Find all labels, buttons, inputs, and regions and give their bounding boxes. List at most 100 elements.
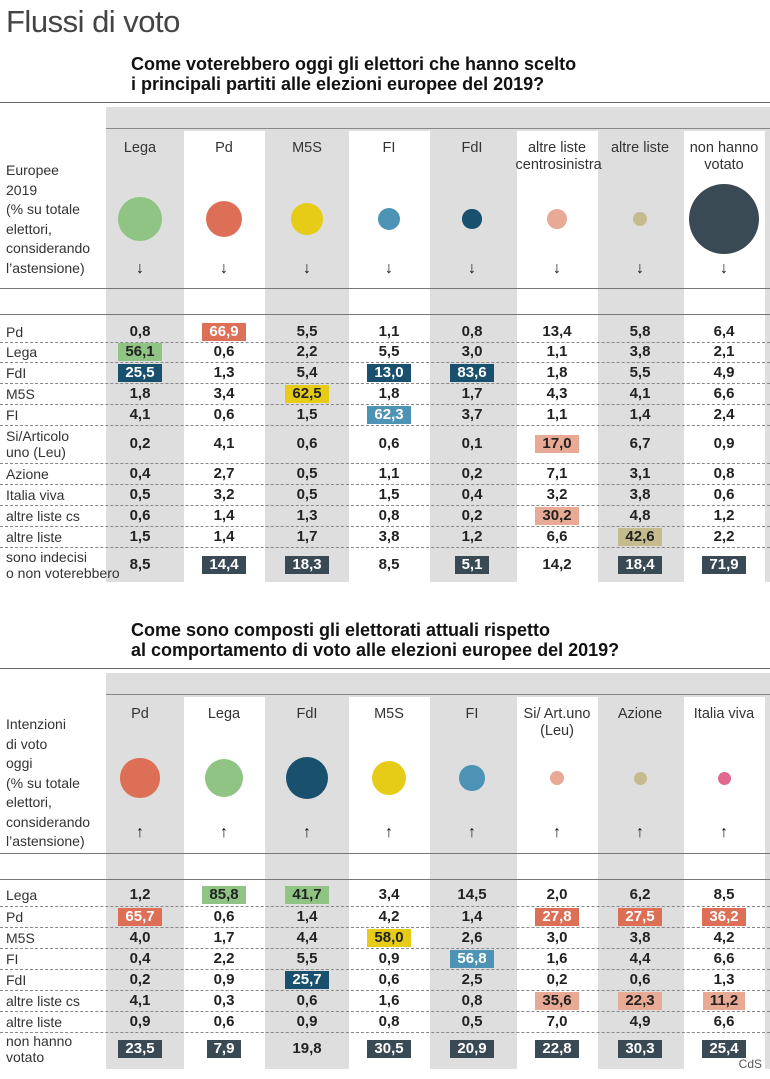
value-circle [205, 200, 243, 238]
row-label-line: Lega [6, 344, 38, 360]
table-cell: 2,5 [431, 971, 514, 989]
table-cell: 6,6 [683, 385, 766, 403]
column-stripe [348, 131, 430, 582]
column-header-line: Lega [123, 140, 157, 156]
highlighted-value: 41,7 [285, 886, 329, 904]
table-cell: 0,9 [683, 435, 766, 453]
table-cell: 5,5 [266, 323, 349, 341]
heading-line: Come sono composti gli elettorati attual… [131, 620, 551, 640]
cell-value: 2,4 [713, 405, 735, 423]
row-divider [0, 425, 770, 426]
table-cell: 1,5 [99, 528, 182, 546]
cell-value: 1,1 [546, 343, 568, 360]
table-cell: 3,7 [431, 406, 514, 424]
table-cell: 22,8 [516, 1040, 599, 1058]
cell-value: 4,9 [713, 363, 735, 381]
cell-value: 3,8 [629, 485, 651, 503]
cell-value: 0,3 [213, 991, 235, 1009]
highlighted-value: 22,3 [618, 991, 662, 1010]
row-label-line: uno (Leu) [6, 444, 66, 460]
side-label-line: elettori, [6, 794, 52, 810]
table-cell: 3,8 [599, 486, 682, 504]
table-cell: 14,2 [516, 556, 599, 574]
arrow-up-icon: ↑ [303, 824, 311, 841]
value-circle [204, 758, 244, 798]
column-header-line: FdI [296, 706, 318, 722]
arrow-up-icon: ↑ [136, 824, 144, 841]
table-cell: 0,6 [683, 486, 766, 504]
cell-value: 3,8 [629, 343, 651, 360]
cell-value: 0,6 [213, 907, 235, 925]
highlighted-value: 25,4 [702, 1040, 746, 1058]
cell-value: 3,4 [213, 384, 235, 402]
table-cell: 1,7 [266, 528, 349, 546]
column-header-line: Italia viva [693, 706, 755, 722]
cell-value: 4,3 [546, 384, 568, 402]
table-cell: 36,2 [683, 907, 766, 926]
table-cell: 19,8 [266, 1040, 349, 1058]
cell-value: 1,3 [296, 506, 318, 524]
table-cell: 0,2 [431, 507, 514, 525]
section-divider [0, 668, 770, 669]
value-circle [120, 758, 160, 798]
cell-value: 0,2 [129, 435, 151, 452]
table-cell: 0,4 [99, 465, 182, 483]
row-label-line: FI [6, 950, 19, 967]
row-divider [0, 547, 770, 548]
column-header: Lega [99, 140, 182, 157]
table-cell: 27,8 [516, 907, 599, 926]
heading-line: i principali partiti alle elezioni europ… [131, 74, 545, 94]
cell-value: 4,4 [629, 949, 651, 967]
cell-value: 1,8 [378, 384, 400, 402]
arrow-down-icon: ↓ [720, 260, 728, 277]
table-cell: 1,4 [183, 528, 266, 546]
table-cell: 3,1 [599, 465, 682, 483]
highlighted-value: 30,3 [618, 1040, 662, 1058]
cell-value: 1,7 [213, 928, 235, 946]
column-header-line: M5S [292, 140, 322, 156]
table-cell: 1,1 [348, 323, 431, 341]
row-label: altre liste [6, 529, 62, 545]
table-cell: 20,9 [431, 1040, 514, 1058]
cell-value: 0,5 [129, 485, 151, 503]
column-header: Italia viva [683, 706, 766, 723]
table-cell: 2,1 [683, 343, 766, 361]
side-label-line: elettori, [6, 220, 52, 237]
table-cell: 1,7 [183, 929, 266, 947]
column-header: Azione [599, 706, 682, 723]
table-cell: 13,0 [348, 363, 431, 382]
table-cell: 0,5 [431, 1013, 514, 1031]
cell-value: 3,4 [378, 886, 400, 903]
table-cell: 27,5 [599, 907, 682, 926]
table-cell: 62,3 [348, 405, 431, 424]
column-header: non hanno votato [683, 140, 766, 174]
cell-value: 0,8 [378, 1012, 400, 1030]
cell-value: 0,2 [129, 970, 151, 988]
cell-value: 1,2 [461, 527, 483, 545]
cell-value: 0,4 [129, 464, 151, 482]
table-cell: 4,1 [99, 406, 182, 424]
row-divider [0, 342, 770, 343]
table-cell: 1,1 [516, 343, 599, 361]
side-label-line: l’astensione) [6, 833, 85, 849]
highlighted-value: 42,6 [618, 527, 662, 546]
side-label: Europee 2019 (% su totale elettori, consider… [6, 161, 90, 278]
rows-header-divider [0, 288, 770, 289]
table-cell: 5,5 [599, 364, 682, 382]
highlighted-value: 27,8 [535, 907, 579, 926]
highlighted-value: 14,4 [202, 556, 246, 574]
highlighted-value: 62,5 [285, 384, 329, 403]
table-cell: 7,0 [516, 1013, 599, 1031]
side-label-line: Europee [6, 162, 59, 178]
row-label-line: Italia viva [6, 486, 65, 503]
column-stripe [348, 697, 430, 1069]
cell-value: 1,4 [461, 907, 483, 925]
cell-value: 0,6 [713, 485, 735, 503]
table-cell: 1,4 [431, 908, 514, 926]
column-header: FdI [431, 140, 514, 157]
value-circle [286, 757, 328, 799]
cell-value: 0,2 [461, 506, 483, 524]
cell-value: 6,4 [713, 322, 735, 340]
cell-value: 4,8 [629, 506, 651, 524]
table-cell: 66,9 [183, 322, 266, 341]
